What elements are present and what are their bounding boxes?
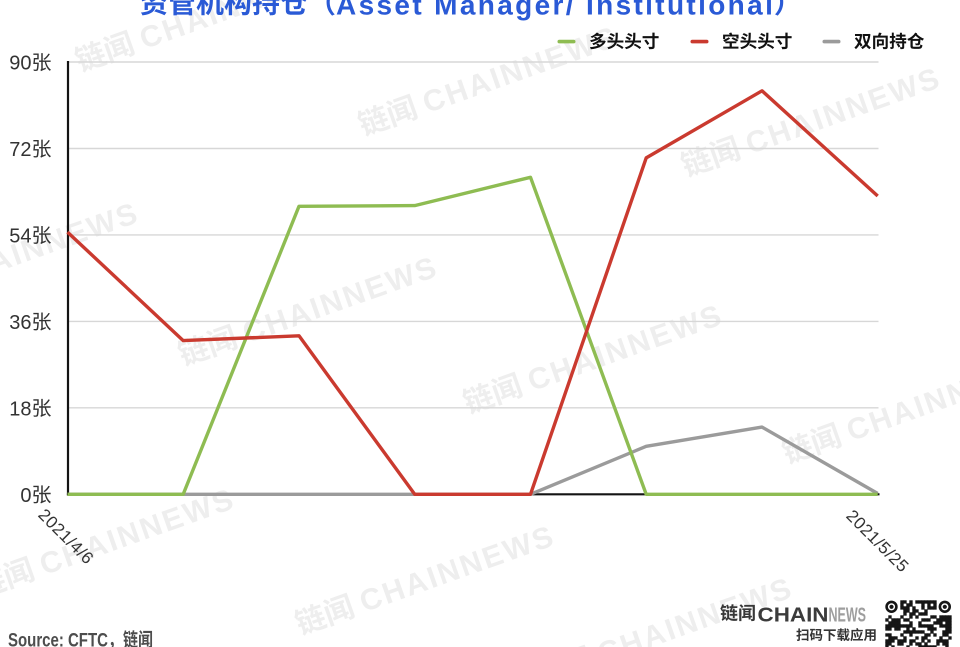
svg-text:36: 36 <box>9 312 31 334</box>
svg-text:72: 72 <box>9 139 31 161</box>
svg-text:NEWS: NEWS <box>829 604 867 626</box>
svg-text:Asset Manager/ Institutional: Asset Manager/ Institutional <box>336 0 775 21</box>
svg-text:90: 90 <box>9 53 31 75</box>
svg-text:18: 18 <box>9 398 31 420</box>
svg-text:CHAIN: CHAIN <box>758 604 829 626</box>
svg-text:54: 54 <box>9 225 31 247</box>
svg-text:Source: CFTC: Source: CFTC <box>8 629 108 647</box>
svg-text:0: 0 <box>20 485 31 507</box>
